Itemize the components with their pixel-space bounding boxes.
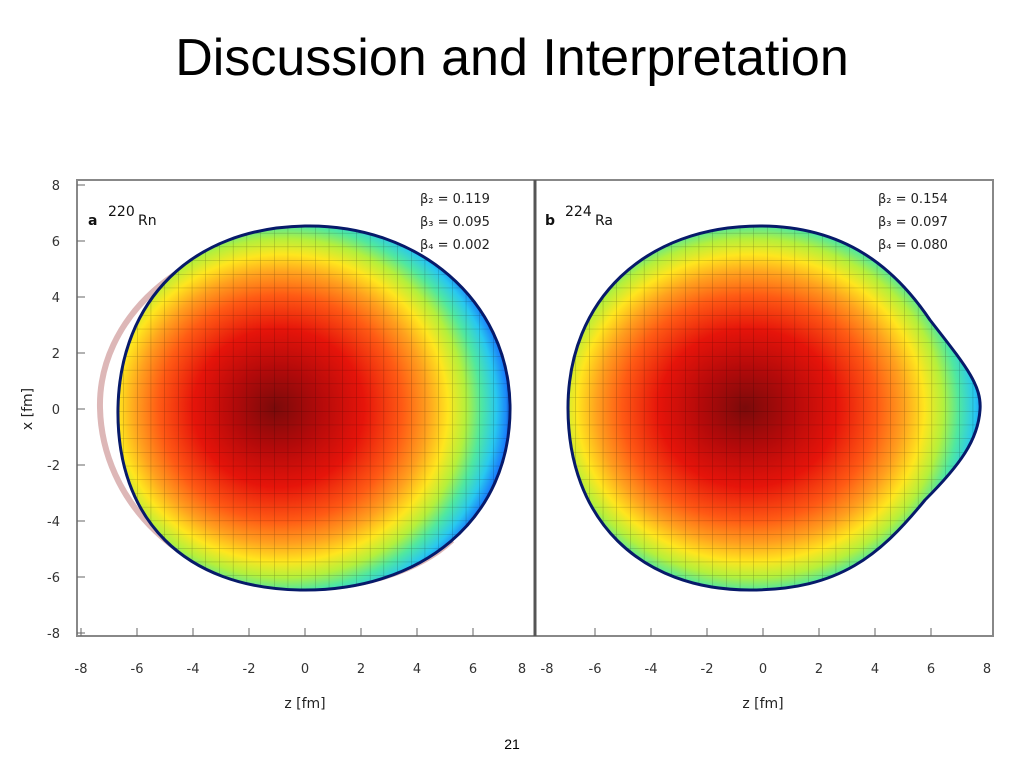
- panel-a-x-tick-marks: [80, 628, 474, 636]
- panel-a-mass-number: 220: [108, 204, 135, 220]
- panel-a-density-map: [116, 224, 512, 592]
- x-tick-label: 8: [518, 662, 526, 677]
- panel-a-x-axis-label: z [fm]: [284, 696, 325, 712]
- panel-b-x-tick-labels: -8 -6 -4 -2 0 2 4 6 8: [541, 662, 992, 677]
- y-tick-label: 0: [52, 403, 60, 418]
- x-tick-label: 4: [871, 662, 879, 677]
- y-tick-label: -2: [47, 459, 60, 474]
- y-tick-label: -6: [47, 571, 60, 586]
- y-tick-label: -4: [47, 515, 60, 530]
- panel-b-mass-number: 224: [565, 204, 592, 220]
- slide-number: 21: [504, 736, 520, 752]
- x-tick-label: 8: [983, 662, 991, 677]
- panel-a-letter: a: [88, 213, 97, 229]
- x-tick-label: 4: [413, 662, 421, 677]
- x-tick-label: -4: [645, 662, 658, 677]
- x-tick-label: 0: [301, 662, 309, 677]
- panel-b-param-beta2: β₂ = 0.154: [878, 192, 948, 207]
- panel-b-param-beta4: β₄ = 0.080: [878, 238, 948, 253]
- x-tick-label: -2: [243, 662, 256, 677]
- panel-b-x-tick-marks: [594, 628, 932, 636]
- panel-b-x-axis-label: z [fm]: [742, 696, 783, 712]
- x-tick-label: 6: [927, 662, 935, 677]
- panel-a-element: Rn: [138, 213, 157, 229]
- panel-b-letter: b: [545, 213, 555, 229]
- x-tick-label: -4: [187, 662, 200, 677]
- slide-title: Discussion and Interpretation: [175, 29, 849, 87]
- panel-b-param-beta3: β₃ = 0.097: [878, 215, 948, 230]
- panel-a-x-tick-labels: -8 -6 -4 -2 0 2 4 6 8: [75, 662, 527, 677]
- x-tick-label: 2: [815, 662, 823, 677]
- x-tick-label: 0: [759, 662, 767, 677]
- y-tick-marks: [77, 184, 85, 634]
- x-tick-label: -6: [131, 662, 144, 677]
- y-tick-label: 6: [52, 235, 60, 250]
- panel-a-param-beta2: β₂ = 0.119: [420, 192, 490, 207]
- y-tick-label: -8: [47, 627, 60, 642]
- y-tick-label: 4: [52, 291, 60, 306]
- y-tick-labels: 8 6 4 2 0 -2 -4 -6 -8: [47, 179, 60, 642]
- y-axis-label: x [fm]: [20, 388, 36, 430]
- y-tick-label: 2: [52, 347, 60, 362]
- panel-b-element: Ra: [595, 213, 613, 229]
- x-tick-label: -8: [75, 662, 88, 677]
- x-tick-label: 2: [357, 662, 365, 677]
- x-tick-label: -2: [701, 662, 714, 677]
- x-tick-label: -8: [541, 662, 554, 677]
- x-tick-label: 6: [469, 662, 477, 677]
- panel-a-param-beta3: β₃ = 0.095: [420, 215, 490, 230]
- panel-a-param-beta4: β₄ = 0.002: [420, 238, 490, 253]
- x-tick-label: -6: [589, 662, 602, 677]
- y-tick-label: 8: [52, 179, 60, 194]
